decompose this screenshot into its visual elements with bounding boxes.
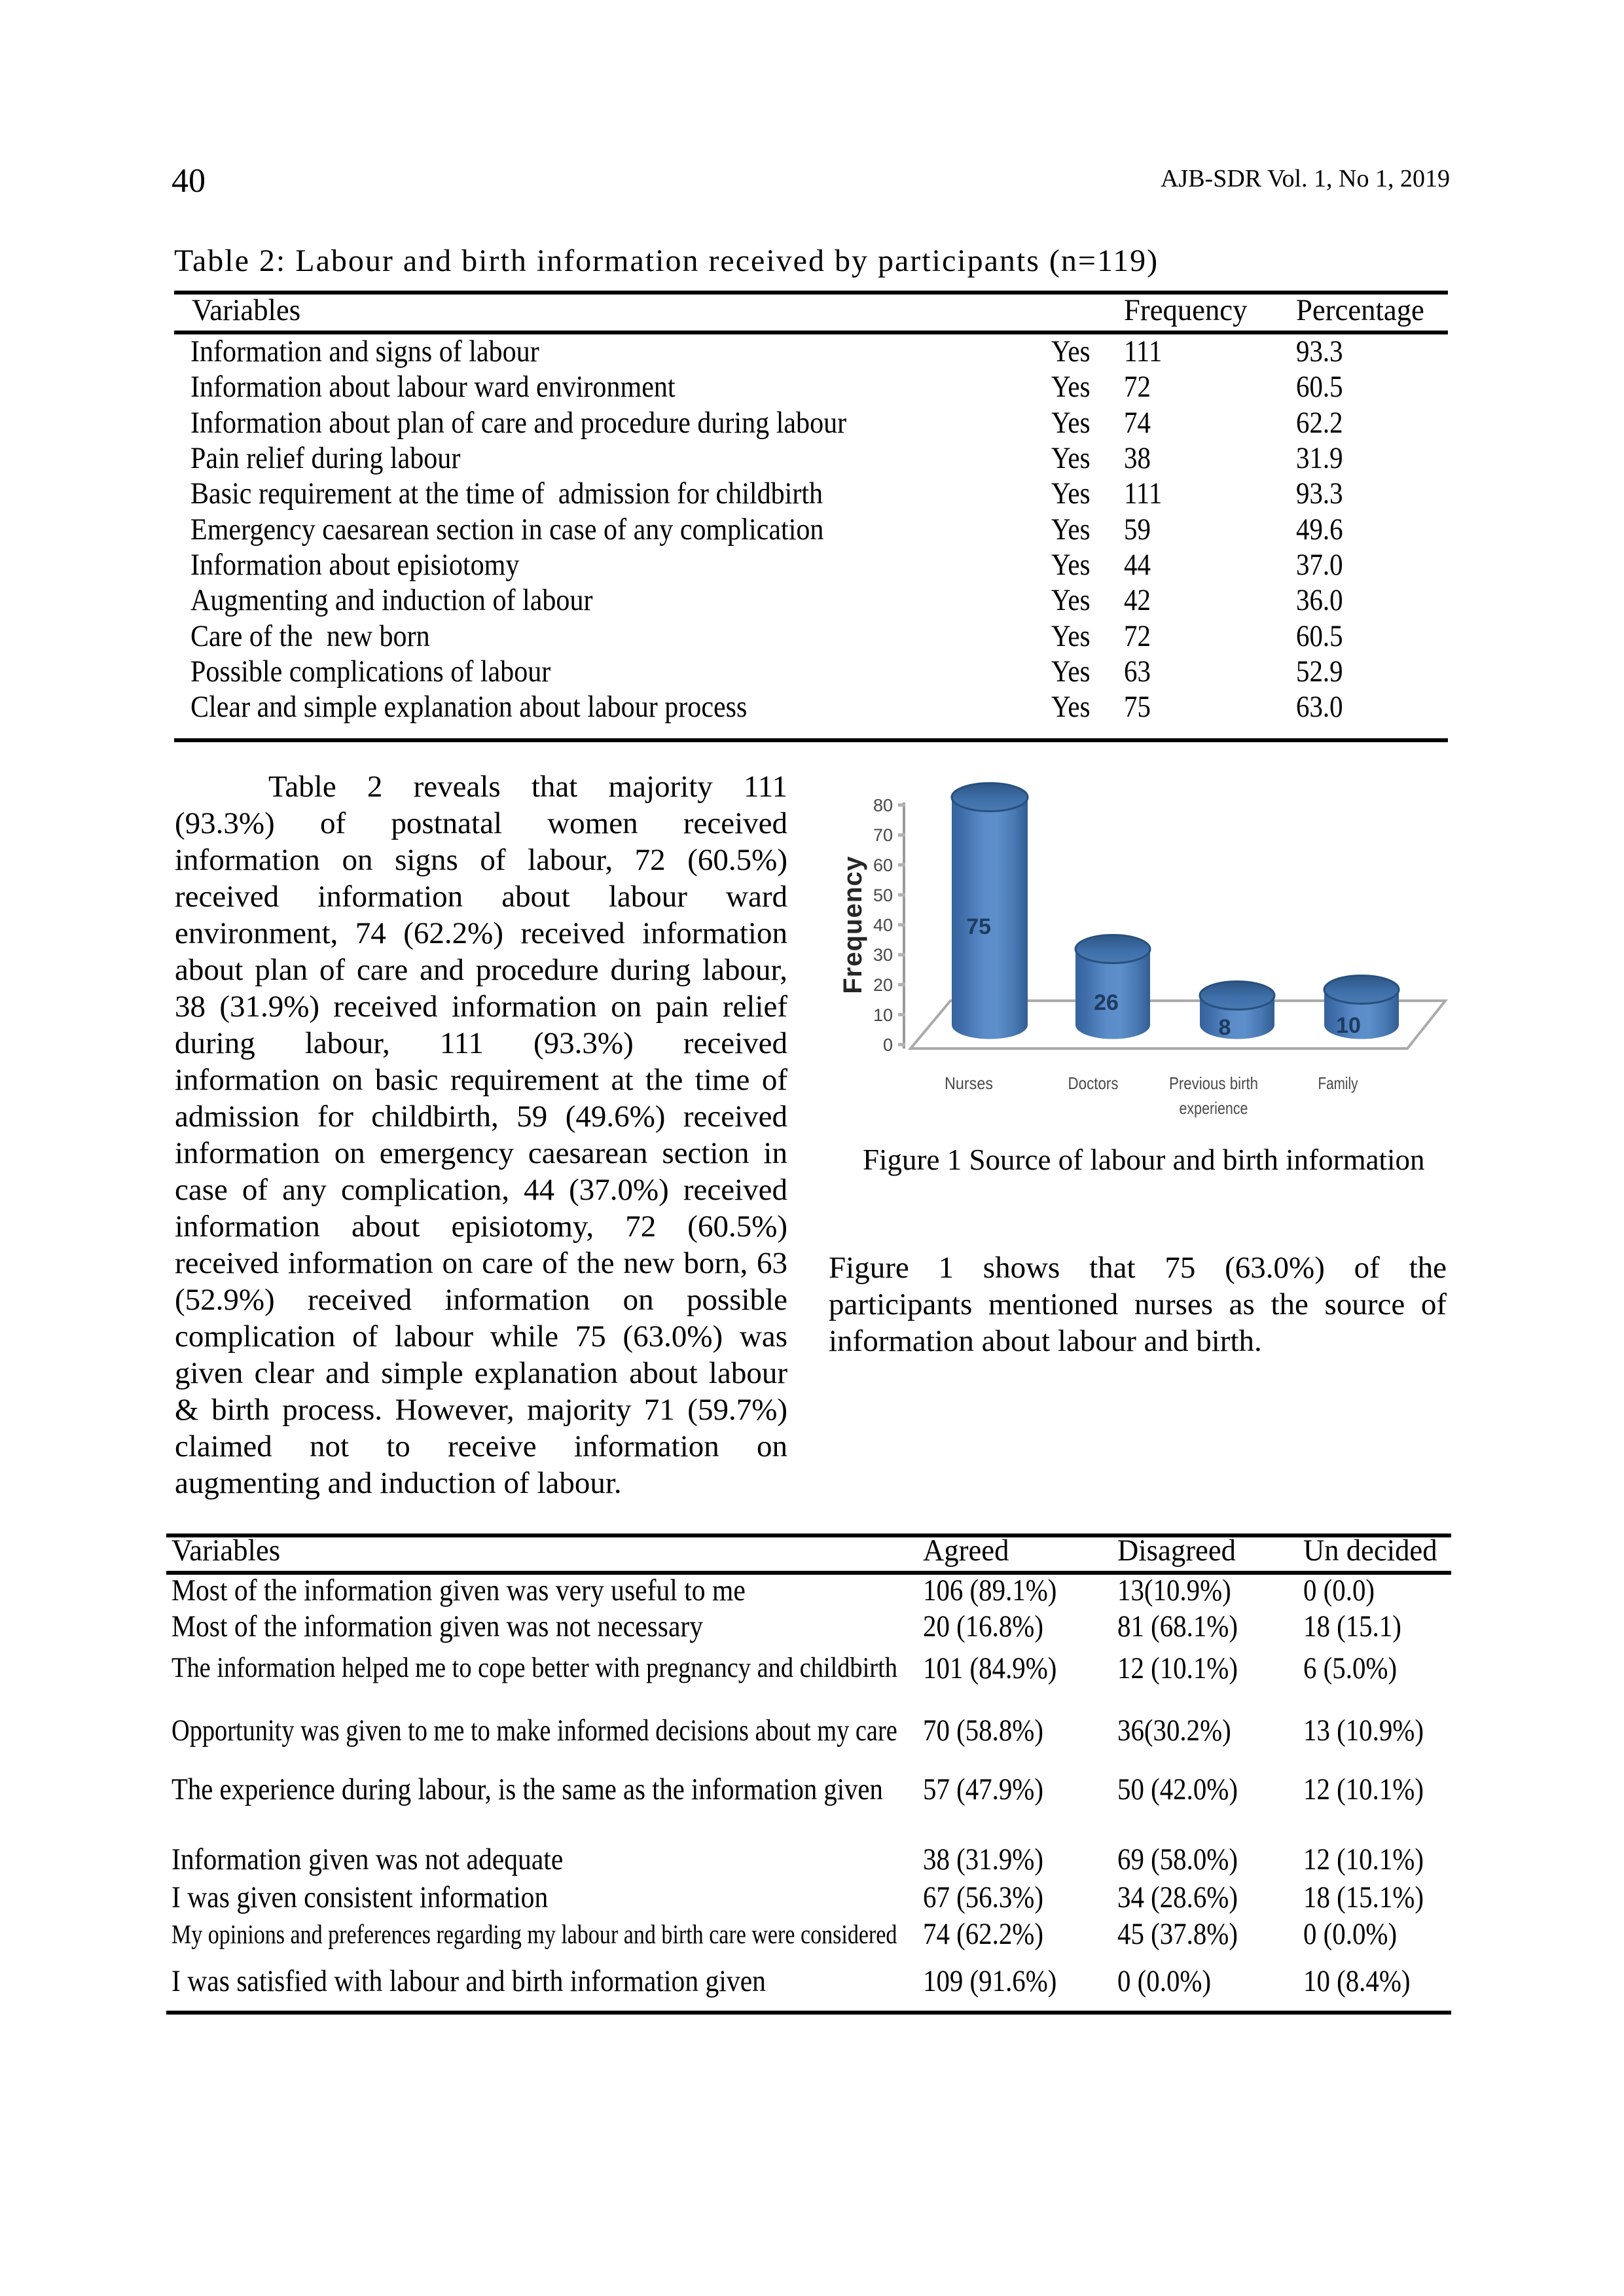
svg-text:80: 80 (873, 796, 893, 816)
svg-text:10: 10 (873, 1005, 893, 1025)
svg-text:10: 10 (1336, 1013, 1361, 1038)
svg-text:70: 70 (873, 825, 893, 845)
svg-text:40: 40 (873, 916, 893, 935)
svg-text:75: 75 (966, 914, 991, 939)
svg-text:0: 0 (883, 1035, 893, 1055)
svg-text:8: 8 (1219, 1015, 1231, 1040)
svg-text:60: 60 (873, 855, 893, 875)
svg-text:Doctors: Doctors (1068, 1073, 1119, 1093)
svg-text:26: 26 (1094, 990, 1119, 1015)
svg-text:50: 50 (873, 886, 893, 905)
svg-text:Frequency: Frequency (839, 855, 867, 994)
svg-text:30: 30 (873, 945, 893, 965)
svg-text:Previous birth: Previous birth (1169, 1073, 1258, 1093)
svg-text:Nurses: Nurses (945, 1073, 993, 1093)
svg-text:Family: Family (1318, 1073, 1358, 1093)
svg-text:20: 20 (873, 975, 893, 995)
svg-text:experience: experience (1180, 1098, 1248, 1118)
